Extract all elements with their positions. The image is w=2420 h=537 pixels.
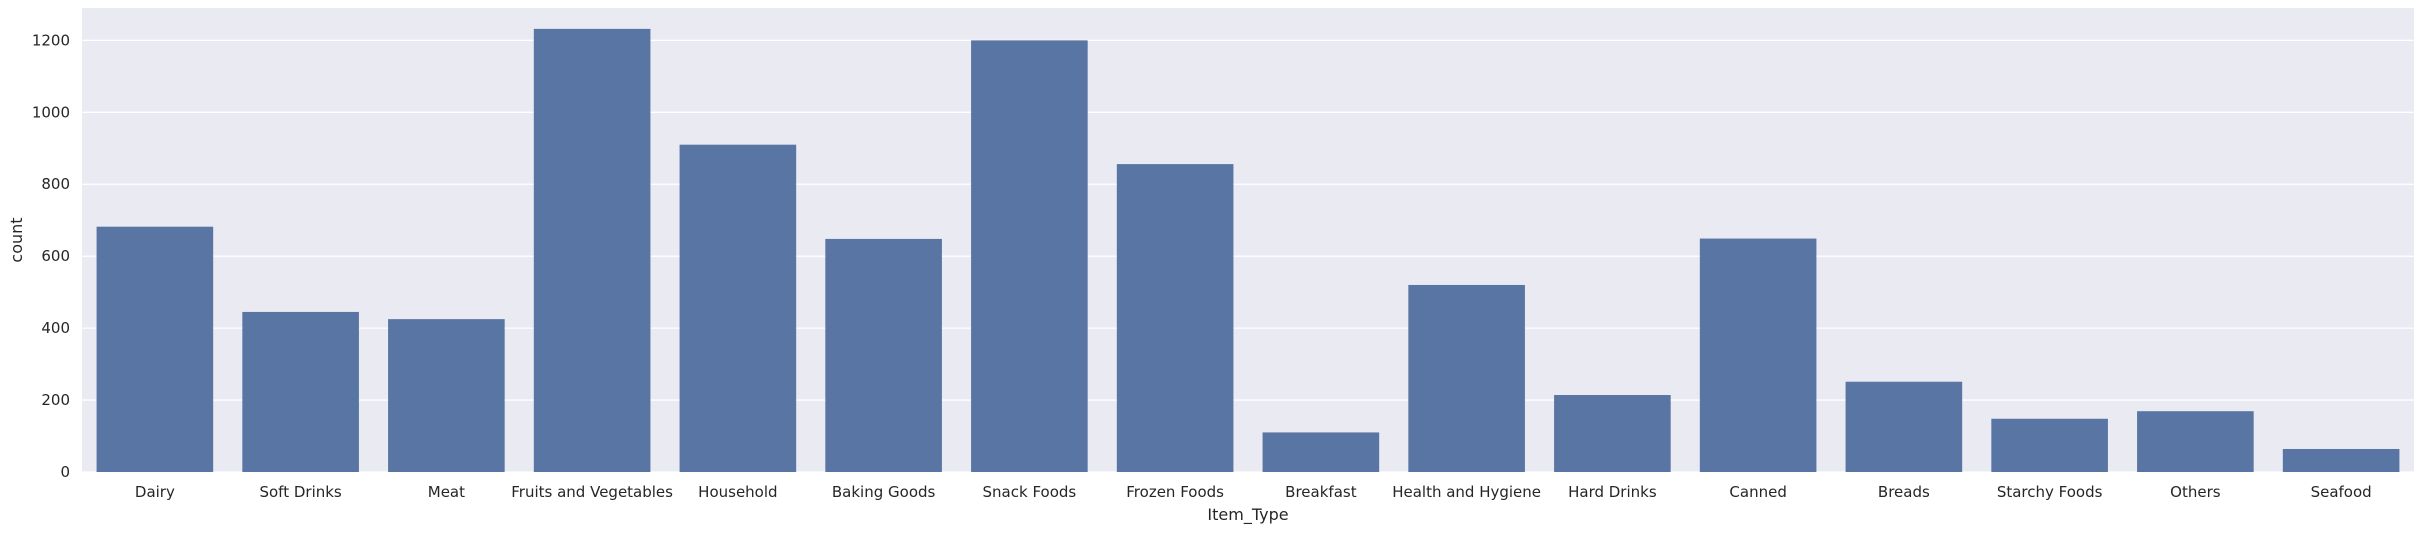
y-axis-ticks: 0 200 400 600 800 1000 1200 <box>32 31 70 481</box>
x-tick-label: Household <box>698 483 777 501</box>
bar-fruits-and-vegetables <box>533 28 651 473</box>
y-tick-label: 600 <box>41 247 70 265</box>
bar-seafood <box>2282 448 2400 472</box>
y-tick-label: 1000 <box>32 103 70 121</box>
bars <box>96 28 2400 473</box>
bar-others <box>2137 411 2254 472</box>
bar-soft-drinks <box>242 311 359 472</box>
x-tick-label: Canned <box>1729 483 1786 501</box>
bar-health-and-hygiene <box>1408 284 1525 472</box>
x-tick-label: Snack Foods <box>983 483 1077 501</box>
bar-baking-goods <box>825 238 942 472</box>
bar-meat <box>388 319 505 472</box>
x-tick-label: Health and Hygiene <box>1392 483 1541 501</box>
bar-frozen-foods <box>1116 164 1234 473</box>
bar-starchy-foods <box>1991 418 2108 472</box>
bar-dairy <box>96 226 214 472</box>
x-tick-label: Fruits and Vegetables <box>511 483 673 501</box>
bar-breakfast <box>1262 432 1380 472</box>
y-tick-label: 1200 <box>32 31 70 49</box>
x-tick-label: Others <box>2170 483 2221 501</box>
x-tick-label: Breads <box>1878 483 1930 501</box>
x-tick-label: Starchy Foods <box>1997 483 2103 501</box>
y-tick-label: 800 <box>41 175 70 193</box>
x-tick-label: Baking Goods <box>832 483 936 501</box>
y-tick-label: 400 <box>41 319 70 337</box>
x-tick-label: Breakfast <box>1285 483 1357 501</box>
x-axis-ticks: Dairy Soft Drinks Meat Fruits and Vegetable… <box>135 483 2372 501</box>
bar-snack-foods <box>971 40 1088 472</box>
x-tick-label: Soft Drinks <box>259 483 341 501</box>
bar-breads <box>1845 381 1963 472</box>
bar-hard-drinks <box>1554 395 1671 472</box>
x-tick-label: Hard Drinks <box>1568 483 1657 501</box>
x-axis-label: Item_Type <box>1207 505 1288 525</box>
bar-canned <box>1699 238 1817 472</box>
y-tick-label: 0 <box>60 463 70 481</box>
x-tick-label: Meat <box>428 483 465 501</box>
x-tick-label: Dairy <box>135 483 175 501</box>
bar-household <box>679 144 797 472</box>
x-tick-label: Seafood <box>2311 483 2372 501</box>
y-tick-label: 200 <box>41 391 70 409</box>
x-tick-label: Frozen Foods <box>1126 483 1224 501</box>
y-axis-label: count <box>7 217 26 262</box>
